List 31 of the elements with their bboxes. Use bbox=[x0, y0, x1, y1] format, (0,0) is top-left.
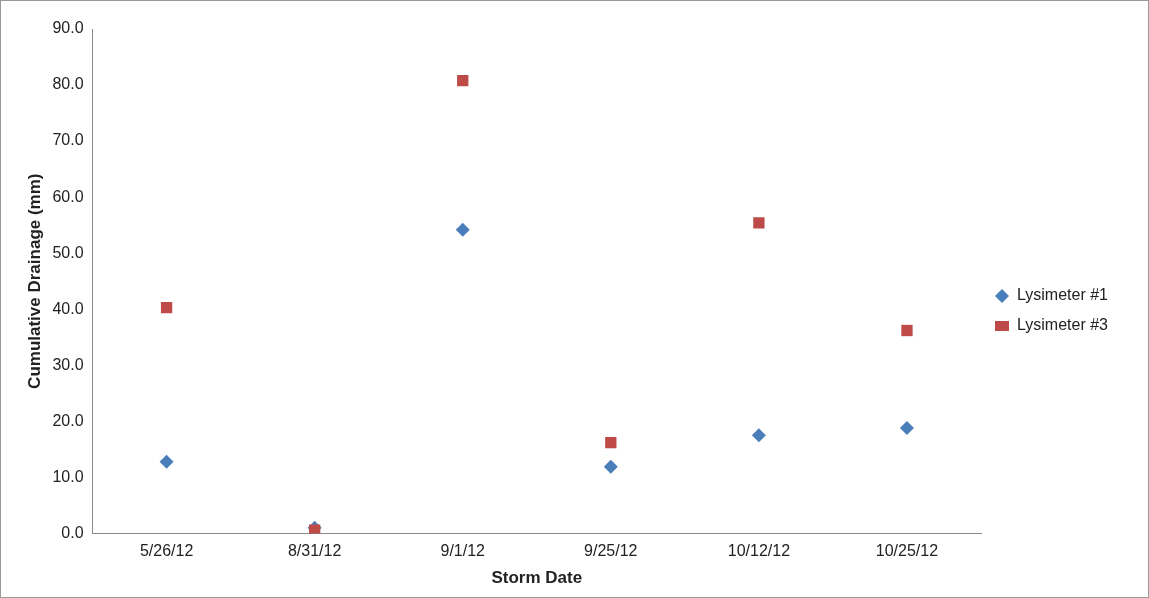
point bbox=[751, 428, 766, 443]
x-axis-title: Storm Date bbox=[491, 568, 583, 588]
y-tick-label: 40.0 bbox=[52, 299, 84, 317]
y-tick-label: 20.0 bbox=[52, 411, 84, 429]
y-tick-label: 50.0 bbox=[52, 243, 84, 261]
legend-label: Lysimeter #1 bbox=[1017, 286, 1109, 304]
x-tick-label: 10/25/12 bbox=[875, 542, 939, 560]
point bbox=[901, 324, 913, 337]
y-tick-label: 30.0 bbox=[52, 355, 84, 373]
x-tick-label: 9/25/12 bbox=[584, 542, 638, 560]
x-tick-label: 5/26/12 bbox=[139, 542, 194, 560]
point bbox=[159, 454, 174, 469]
x-tick-label: 8/31/12 bbox=[287, 542, 342, 560]
x-tick-label: 10/12/12 bbox=[727, 542, 791, 560]
y-tick-label: 90.0 bbox=[52, 19, 84, 37]
point bbox=[455, 222, 470, 237]
y-tick-label: 80.0 bbox=[52, 75, 84, 93]
y-tick-label: 70.0 bbox=[52, 131, 84, 149]
point bbox=[309, 524, 321, 534]
point bbox=[160, 301, 173, 314]
point bbox=[605, 436, 617, 449]
y-axis-title: Cumulative Drainage (mm) bbox=[24, 173, 44, 389]
point bbox=[603, 459, 618, 474]
y-tick-label: 10.0 bbox=[52, 467, 84, 485]
legend-label: Lysimeter #3 bbox=[1017, 316, 1109, 334]
x-tick-label: 9/1/12 bbox=[440, 542, 486, 560]
point bbox=[457, 74, 469, 87]
point bbox=[899, 421, 914, 436]
point bbox=[753, 217, 765, 229]
y-tick-label: 60.0 bbox=[52, 187, 84, 205]
y-tick-label: 0.0 bbox=[61, 523, 84, 541]
